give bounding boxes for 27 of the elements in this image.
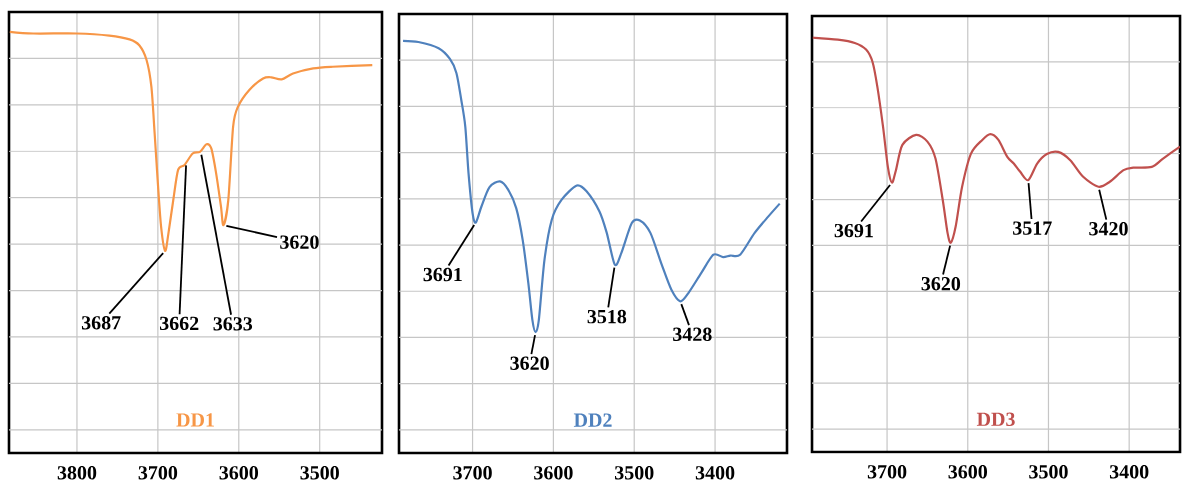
x-tick-label: 3400	[695, 466, 735, 480]
text: DD2	[573, 413, 612, 427]
annotation: 3662	[159, 316, 199, 331]
annotation: 3620	[921, 276, 961, 291]
x-tick-label: 3800	[57, 466, 97, 480]
x-tick-label: 3700	[453, 466, 492, 480]
x-tick-label: 3600	[534, 466, 573, 480]
x-tick-label: 3400	[1109, 465, 1149, 479]
x-tick-label: 3500	[614, 466, 654, 480]
annotation: 3691	[423, 267, 462, 282]
text: DD3	[976, 412, 1015, 427]
x-tick-label: 3500	[300, 466, 339, 480]
x-tick-label: 3700	[138, 466, 178, 480]
annotation: 3428	[673, 327, 712, 342]
annotation: 3620	[280, 235, 319, 249]
annotation: 3620	[510, 356, 549, 370]
x-tick-label: 3600	[948, 465, 988, 479]
x-tick-label: 3700	[867, 465, 907, 479]
annotation: 3517	[1013, 221, 1052, 235]
annotation: 3518	[587, 309, 627, 324]
x-tick-label: 3500	[1029, 465, 1068, 479]
annotation: 3420	[1089, 222, 1128, 236]
annotation: 3687	[81, 316, 121, 330]
text: DD1	[176, 413, 214, 427]
x-tick-label: 3600	[219, 466, 259, 480]
annotation: 3633	[213, 317, 253, 331]
annotation: 3691	[834, 223, 873, 238]
